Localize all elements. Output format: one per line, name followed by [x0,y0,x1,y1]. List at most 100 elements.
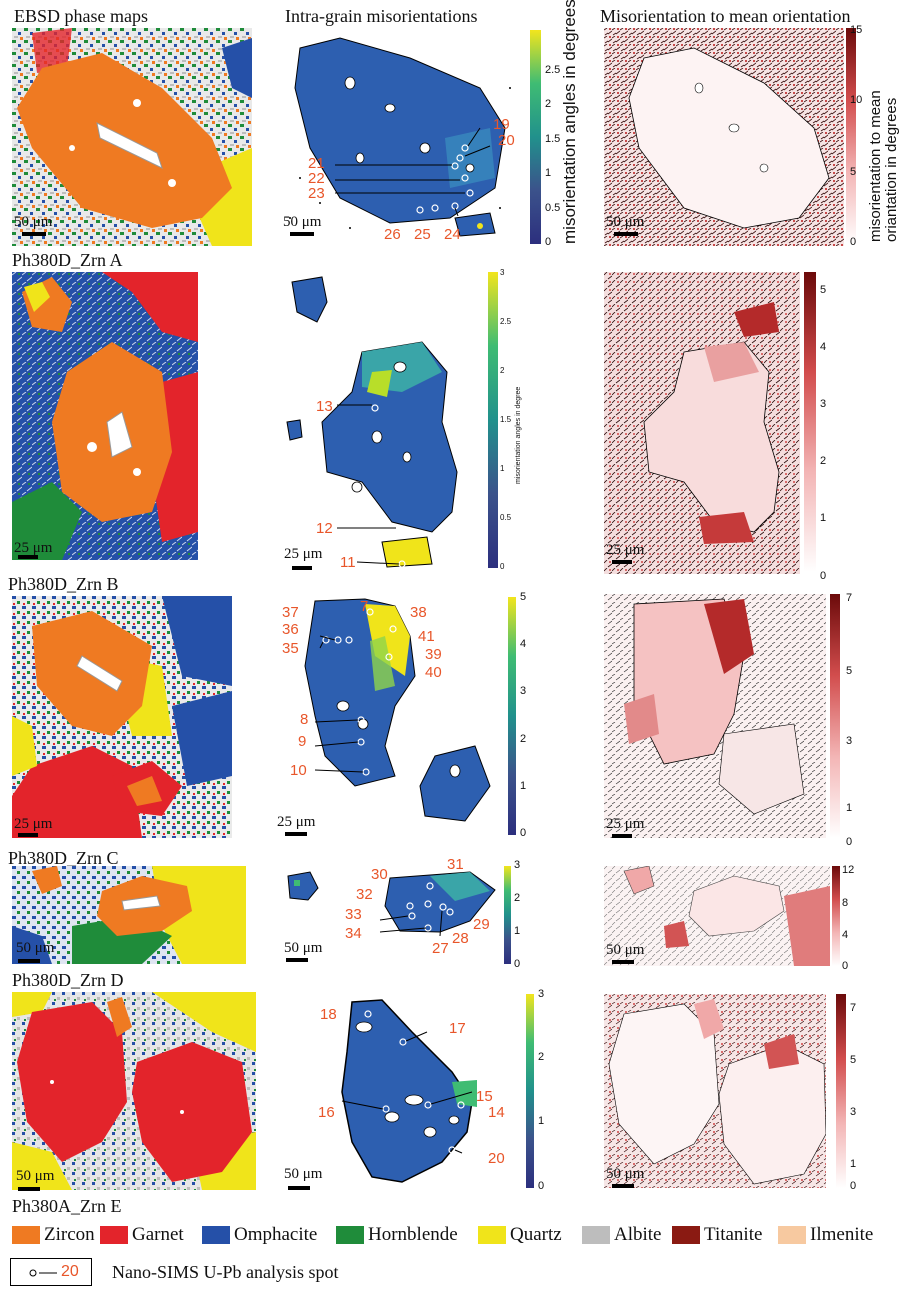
colorbar-tick: 12 [842,864,855,876]
legend-label: Hornblende [368,1224,458,1245]
spot-label: 37 [282,604,299,621]
colorbar-tick: 0 [850,1180,857,1192]
legend-swatch [12,1226,40,1244]
legend-swatch [336,1226,364,1244]
intra-map-d [280,866,508,964]
colorbar-tick: 2 [520,733,527,745]
spot-label: 7 [360,598,369,615]
colorbar-tick: 0.5 [500,513,512,522]
colorbar-tick: 1.5 [545,133,561,145]
spot-legend-box: 20 [10,1258,92,1286]
sample-label: Ph380D_Zrn C [8,848,119,868]
colorbar-tick: 0 [538,1180,545,1192]
intra-map-a [280,28,520,246]
legend-label: Garnet [132,1224,184,1245]
colorbar-tick: 2 [545,98,552,110]
phase-map-a [12,28,252,246]
phase-map-c [12,596,232,838]
scale-bar-label: 50 μm [283,214,322,230]
scale-bar-label: 50 μm [284,940,323,956]
legend-item-garnet: Garnet [100,1224,184,1246]
spot-label: 23 [308,185,325,202]
spot-label: 10 [290,762,307,779]
spot-label: 41 [418,628,435,645]
colorbar [832,866,840,966]
colorbar-tick: 2 [514,892,521,904]
colorbar-tick: 0 [500,562,505,571]
intra-map-e [282,992,512,1190]
legend-label: Ilmenite [810,1224,874,1245]
mean-map-b [604,272,800,574]
scale-bar [18,1187,40,1191]
spot-label: 31 [447,856,464,873]
scale-bar-label: 50 μm [14,214,53,230]
colorbar-tick: 7 [850,1002,857,1014]
scale-bar [614,232,638,236]
colorbar [526,994,534,1188]
colorbar-tick: 1 [850,1158,857,1170]
spot-label: 35 [282,640,299,657]
scale-bar-label: 50 μm [16,1168,55,1184]
spot-label: 30 [371,866,388,883]
spot-label: 19 [493,116,510,133]
legend-swatch [778,1226,806,1244]
spot-label: 39 [425,646,442,663]
spot-label: 13 [316,398,333,415]
spot-label: 22 [308,170,325,187]
spot-label: 11 [340,554,356,571]
scale-bar [292,566,312,570]
colorbar-tick: 8 [842,897,849,909]
spot-label: 25 [414,226,431,243]
scale-bar [612,1184,634,1188]
legend-swatch [100,1226,128,1244]
sample-label: Ph380D_Zrn A [12,250,123,270]
spot-label: 21 [308,155,325,172]
legend-swatch [582,1226,610,1244]
colorbar-tick: 2 [820,455,827,467]
colorbar-tick: 0 [846,836,853,848]
spot-label: 34 [345,925,362,942]
legend-label: Quartz [510,1224,562,1245]
spot-label: 27 [432,940,449,957]
colorbar [804,272,816,572]
colorbar-tick: 0.5 [545,202,561,214]
spot-label: 24 [444,226,461,243]
colorbar-tick: 1 [846,802,853,814]
column-header-phase: EBSD phase maps [14,6,148,26]
colorbar-tick: 4 [820,341,827,353]
colorbar-tick: 2.5 [545,64,561,76]
spot-label: 33 [345,906,362,923]
colorbar-tick: 1.5 [500,415,512,424]
colorbar-tick: 1 [514,925,521,937]
legend-item-omphacite: Omphacite [202,1224,317,1246]
colorbar-tick: 0 [520,827,527,839]
sample-label: Ph380A_Zrn E [12,1196,122,1216]
spot-label: 29 [473,916,490,933]
scale-bar-label: 25 μm [606,542,645,558]
colorbar-unit: misorientation angles in degree [515,386,522,484]
colorbar [488,272,498,568]
scale-bar-label: 25 μm [14,540,53,556]
colorbar-tick: 15 [850,24,863,36]
mean-map-a [604,28,844,246]
colorbar-tick: 2 [500,366,505,375]
intra-map-c [275,596,515,838]
mean-map-e [604,994,826,1188]
colorbar-tick: 3 [846,735,853,747]
scale-bar [18,959,40,963]
phase-map-b [12,272,198,560]
sample-label: Ph380D_Zrn B [8,574,119,594]
legend-item-quartz: Quartz [478,1224,562,1246]
spot-legend-number: 20 [61,1263,79,1280]
colorbar [530,30,541,244]
legend-label: Zircon [44,1224,95,1245]
spot-label: 20 [488,1150,505,1167]
spot-label: 38 [410,604,427,621]
scale-bar [286,958,308,962]
intra-map-b [282,272,482,572]
spot-label: 9 [298,733,307,750]
mean-map-c [604,594,826,838]
phase-map-e [12,992,256,1190]
scale-bar-label: 50 μm [16,940,55,956]
colorbar-tick: 3 [538,988,545,1000]
